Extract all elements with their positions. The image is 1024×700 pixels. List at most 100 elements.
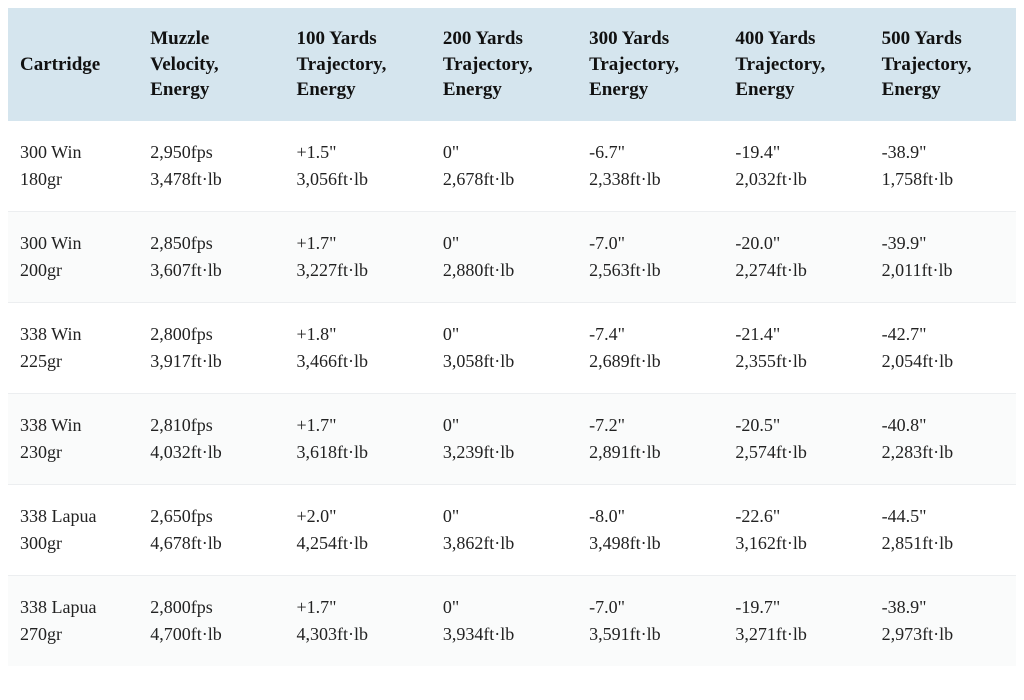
- cell-line: -21.4": [735, 321, 857, 348]
- cell-data: 2,650fps4,678ft·lb: [138, 484, 284, 575]
- cell-line: -22.6": [735, 503, 857, 530]
- cell-data: 2,950fps3,478ft·lb: [138, 121, 284, 212]
- cell-data: -42.7"2,054ft·lb: [870, 302, 1016, 393]
- table-row: 300 Win180gr2,950fps3,478ft·lb+1.5"3,056…: [8, 121, 1016, 212]
- cell-line: 0": [443, 139, 565, 166]
- col-header-text: Trajectory,: [443, 52, 565, 78]
- cell-data: +1.8"3,466ft·lb: [285, 302, 431, 393]
- cell-line: -38.9": [882, 594, 1004, 621]
- cell-data: -19.7"3,271ft·lb: [723, 575, 869, 666]
- cell-data: -8.0"3,498ft·lb: [577, 484, 723, 575]
- cell-line: 300gr: [20, 530, 126, 557]
- cell-data: -7.2"2,891ft·lb: [577, 393, 723, 484]
- col-header-text: Energy: [443, 77, 565, 103]
- cell-line: -7.4": [589, 321, 711, 348]
- cell-line: 4,700ft·lb: [150, 621, 272, 648]
- cell-line: 3,607ft·lb: [150, 257, 272, 284]
- cell-data: 0"3,058ft·lb: [431, 302, 577, 393]
- cell-line: 3,162ft·lb: [735, 530, 857, 557]
- cell-line: +1.7": [297, 230, 419, 257]
- table-body: 300 Win180gr2,950fps3,478ft·lb+1.5"3,056…: [8, 121, 1016, 666]
- cell-data: 0"2,678ft·lb: [431, 121, 577, 212]
- cell-data: -6.7"2,338ft·lb: [577, 121, 723, 212]
- cell-cartridge: 300 Win200gr: [8, 211, 138, 302]
- cell-data: -20.0"2,274ft·lb: [723, 211, 869, 302]
- cell-line: 4,032ft·lb: [150, 439, 272, 466]
- cell-line: 2,810fps: [150, 412, 272, 439]
- col-header-text: Energy: [589, 77, 711, 103]
- cell-line: 230gr: [20, 439, 126, 466]
- cell-line: 0": [443, 230, 565, 257]
- cell-line: 2,032ft·lb: [735, 166, 857, 193]
- col-header-500yd: 500 Yards Trajectory, Energy: [870, 8, 1016, 121]
- cell-line: 2,283ft·lb: [882, 439, 1004, 466]
- cell-data: -22.6"3,162ft·lb: [723, 484, 869, 575]
- col-header-text: Energy: [297, 77, 419, 103]
- cell-data: -38.9"2,973ft·lb: [870, 575, 1016, 666]
- cell-line: -42.7": [882, 321, 1004, 348]
- cell-line: 4,303ft·lb: [297, 621, 419, 648]
- cell-line: 2,011ft·lb: [882, 257, 1004, 284]
- cell-data: 2,810fps4,032ft·lb: [138, 393, 284, 484]
- cell-line: +1.8": [297, 321, 419, 348]
- cell-line: -7.2": [589, 412, 711, 439]
- cell-line: 3,591ft·lb: [589, 621, 711, 648]
- cell-line: 3,478ft·lb: [150, 166, 272, 193]
- cell-line: 3,056ft·lb: [297, 166, 419, 193]
- col-header-text: Trajectory,: [735, 52, 857, 78]
- cell-data: 2,850fps3,607ft·lb: [138, 211, 284, 302]
- cell-line: 3,917ft·lb: [150, 348, 272, 375]
- cell-line: +1.5": [297, 139, 419, 166]
- cell-line: 2,880ft·lb: [443, 257, 565, 284]
- cell-line: 3,058ft·lb: [443, 348, 565, 375]
- cell-data: -7.4"2,689ft·lb: [577, 302, 723, 393]
- cell-cartridge: 338 Lapua270gr: [8, 575, 138, 666]
- cell-cartridge: 338 Win225gr: [8, 302, 138, 393]
- cell-line: -20.0": [735, 230, 857, 257]
- cell-data: 2,800fps3,917ft·lb: [138, 302, 284, 393]
- col-header-text: Cartridge: [20, 52, 126, 78]
- table-row: 338 Win225gr2,800fps3,917ft·lb+1.8"3,466…: [8, 302, 1016, 393]
- cell-line: 338 Win: [20, 412, 126, 439]
- cell-line: 1,758ft·lb: [882, 166, 1004, 193]
- cell-data: 0"3,934ft·lb: [431, 575, 577, 666]
- table-header-row: Cartridge Muzzle Velocity, Energy 100 Ya…: [8, 8, 1016, 121]
- col-header-text: Trajectory,: [297, 52, 419, 78]
- cell-line: -19.4": [735, 139, 857, 166]
- cell-line: 2,678ft·lb: [443, 166, 565, 193]
- col-header-text: 500 Yards: [882, 26, 1004, 52]
- cell-line: 4,678ft·lb: [150, 530, 272, 557]
- table-row: 300 Win200gr2,850fps3,607ft·lb+1.7"3,227…: [8, 211, 1016, 302]
- cell-line: 3,934ft·lb: [443, 621, 565, 648]
- cell-data: +1.7"3,618ft·lb: [285, 393, 431, 484]
- table-row: 338 Lapua300gr2,650fps4,678ft·lb+2.0"4,2…: [8, 484, 1016, 575]
- col-header-text: Trajectory,: [882, 52, 1004, 78]
- col-header-cartridge: Cartridge: [8, 8, 138, 121]
- cell-data: -39.9"2,011ft·lb: [870, 211, 1016, 302]
- cell-line: -7.0": [589, 230, 711, 257]
- cell-data: -21.4"2,355ft·lb: [723, 302, 869, 393]
- col-header-text: 400 Yards: [735, 26, 857, 52]
- col-header-text: Energy: [735, 77, 857, 103]
- cell-line: -7.0": [589, 594, 711, 621]
- cell-line: 4,254ft·lb: [297, 530, 419, 557]
- cell-line: 2,054ft·lb: [882, 348, 1004, 375]
- cell-cartridge: 338 Lapua300gr: [8, 484, 138, 575]
- cell-line: 2,950fps: [150, 139, 272, 166]
- cell-data: 0"3,239ft·lb: [431, 393, 577, 484]
- cell-line: 338 Lapua: [20, 503, 126, 530]
- cell-line: 0": [443, 594, 565, 621]
- cell-line: 2,850fps: [150, 230, 272, 257]
- cell-data: +1.7"3,227ft·lb: [285, 211, 431, 302]
- col-header-text: Muzzle: [150, 26, 272, 52]
- cell-line: -6.7": [589, 139, 711, 166]
- cell-line: +1.7": [297, 412, 419, 439]
- cell-line: 2,338ft·lb: [589, 166, 711, 193]
- cell-line: 0": [443, 412, 565, 439]
- cell-line: 270gr: [20, 621, 126, 648]
- cell-data: +2.0"4,254ft·lb: [285, 484, 431, 575]
- cell-line: 300 Win: [20, 230, 126, 257]
- cell-line: 338 Win: [20, 321, 126, 348]
- cell-data: -38.9"1,758ft·lb: [870, 121, 1016, 212]
- cell-data: -40.8"2,283ft·lb: [870, 393, 1016, 484]
